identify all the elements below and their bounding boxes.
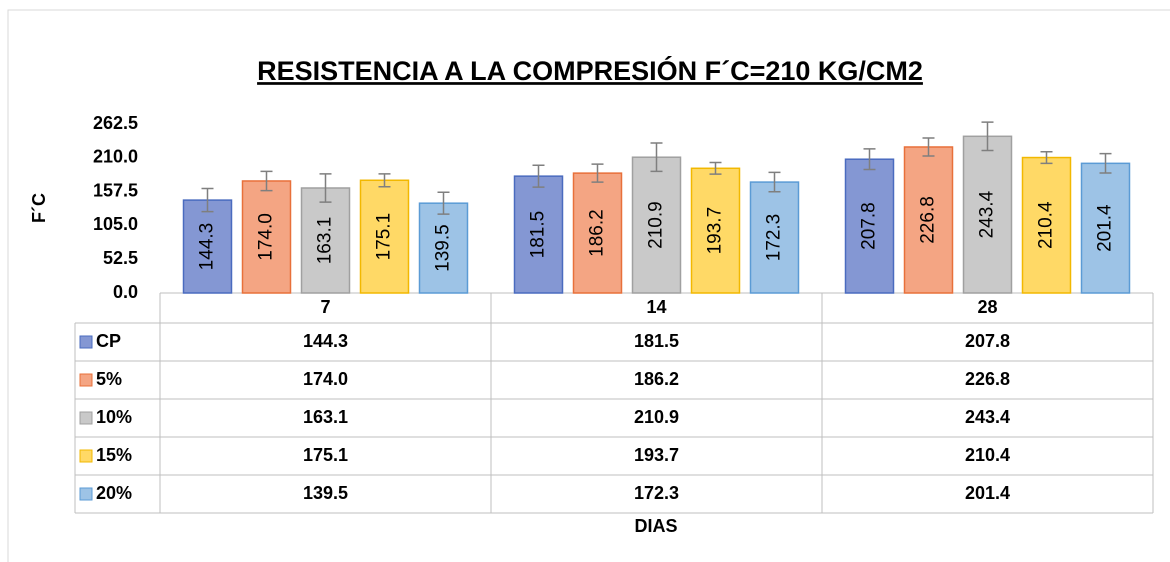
bar xyxy=(182,199,233,294)
table-cell: 172.3 xyxy=(634,483,679,503)
bar xyxy=(844,158,895,294)
legend-label: 5% xyxy=(96,369,122,389)
table-cell: 144.3 xyxy=(303,331,348,351)
table-cell: 243.4 xyxy=(965,407,1010,427)
y-tick-label: 210.0 xyxy=(93,147,138,167)
data-label: 207.8 xyxy=(859,202,880,250)
y-tick-label: 157.5 xyxy=(93,180,138,200)
table-cell: 193.7 xyxy=(634,445,679,465)
legend-swatch xyxy=(79,487,93,501)
bar xyxy=(300,187,351,294)
data-label: 181.5 xyxy=(528,211,549,259)
x-tick-label: 28 xyxy=(977,297,997,317)
error-bar xyxy=(532,164,545,188)
error-bar xyxy=(319,173,332,203)
y-tick-label: 52.5 xyxy=(103,248,138,268)
x-tick-label: 14 xyxy=(646,297,666,317)
table-cell: 139.5 xyxy=(303,483,348,503)
bar xyxy=(418,202,469,294)
error-bar xyxy=(863,148,876,171)
data-label: 193.7 xyxy=(705,207,726,255)
data-label: 226.8 xyxy=(918,196,939,244)
data-label: 163.1 xyxy=(315,217,336,265)
table-cell: 175.1 xyxy=(303,445,348,465)
bar xyxy=(749,181,800,294)
data-label: 174.0 xyxy=(256,213,277,261)
bar xyxy=(962,135,1013,294)
data-label: 201.4 xyxy=(1095,204,1116,252)
data-label: 139.5 xyxy=(433,224,454,272)
data-label: 175.1 xyxy=(374,213,395,261)
y-tick-label: 105.0 xyxy=(93,214,138,234)
legend-label: 10% xyxy=(96,407,132,427)
y-tick-label: 262.5 xyxy=(93,113,138,133)
error-bar xyxy=(201,187,214,213)
error-bar xyxy=(709,161,722,175)
data-label: 186.2 xyxy=(587,209,608,257)
data-label: 144.3 xyxy=(197,223,218,271)
error-bar xyxy=(981,121,994,152)
error-bar xyxy=(1040,150,1053,165)
legend-swatch xyxy=(79,335,93,349)
table-cell: 181.5 xyxy=(634,331,679,351)
table-cell: 201.4 xyxy=(965,483,1010,503)
bar xyxy=(690,167,741,294)
error-bar xyxy=(1099,152,1112,174)
table-cell: 210.4 xyxy=(965,445,1010,465)
table-cell: 163.1 xyxy=(303,407,348,427)
legend-label: CP xyxy=(96,331,121,351)
error-bar xyxy=(922,137,935,157)
table-cell: 207.8 xyxy=(965,331,1010,351)
legend-swatch xyxy=(79,411,93,425)
table-cell: 174.0 xyxy=(303,369,348,389)
data-label: 210.9 xyxy=(646,201,667,249)
error-bar xyxy=(650,142,663,173)
legend-label: 20% xyxy=(96,483,132,503)
data-label: 243.4 xyxy=(977,190,998,238)
error-bar xyxy=(591,163,604,183)
bar xyxy=(1021,156,1072,294)
legend-swatch xyxy=(79,449,93,463)
bar xyxy=(1080,162,1131,294)
data-label: 172.3 xyxy=(764,214,785,262)
table-cell: 186.2 xyxy=(634,369,679,389)
error-bar xyxy=(378,173,391,188)
y-tick-label: 0.0 xyxy=(113,282,138,302)
error-bar xyxy=(437,191,450,215)
legend-label: 15% xyxy=(96,445,132,465)
error-bar xyxy=(260,170,273,192)
x-axis-title: DIAS xyxy=(634,516,677,536)
error-bar xyxy=(768,171,781,193)
chart-title: RESISTENCIA A LA COMPRESIÓN F´C=210 KG/C… xyxy=(257,55,923,86)
x-tick-label: 7 xyxy=(320,297,330,317)
legend-swatch xyxy=(79,373,93,387)
data-label: 210.4 xyxy=(1036,201,1057,249)
table-cell: 226.8 xyxy=(965,369,1010,389)
bar xyxy=(513,175,564,294)
table-cell: 210.9 xyxy=(634,407,679,427)
y-axis-title: F´C xyxy=(29,193,49,223)
bar xyxy=(631,156,682,294)
